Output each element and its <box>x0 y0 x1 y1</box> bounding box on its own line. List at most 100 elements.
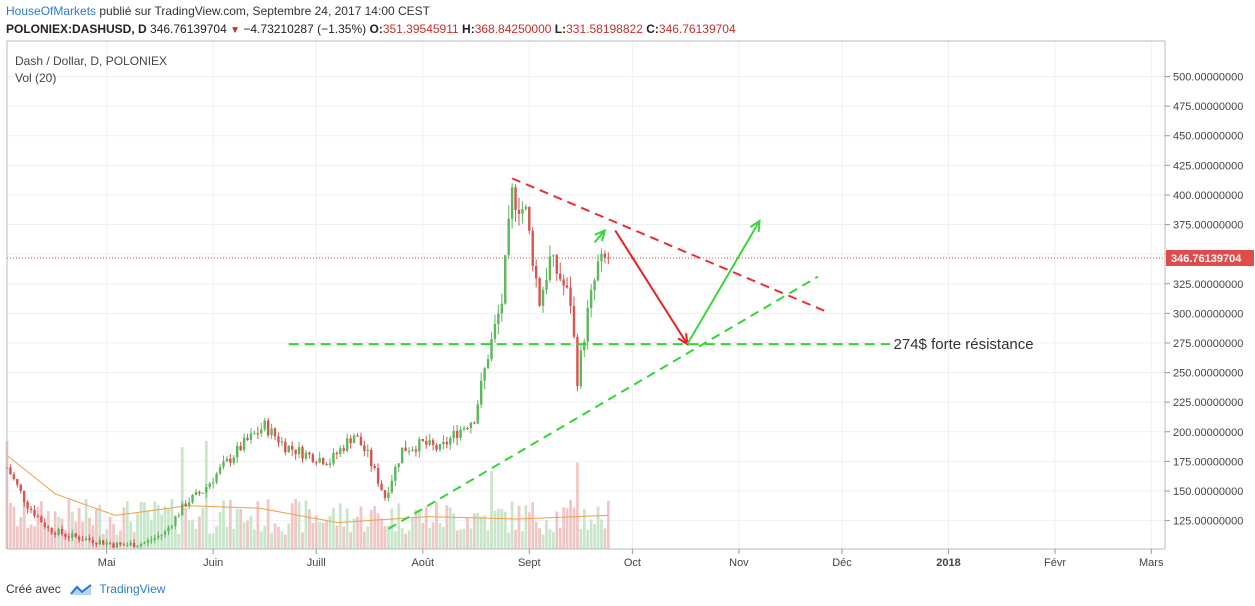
volume-bar <box>308 509 311 549</box>
candle-body <box>438 444 442 450</box>
candle-body <box>273 428 277 437</box>
candle-body <box>359 436 363 446</box>
candle-body <box>321 458 325 465</box>
x-tick-label: Nov <box>729 557 749 569</box>
y-tick-label: 275.00000000 <box>1173 338 1243 350</box>
volume-bar <box>356 516 359 549</box>
author-link[interactable]: HouseOfMarkets <box>6 4 97 18</box>
candle-body <box>572 306 576 337</box>
volume-bar <box>163 506 167 549</box>
low-value: 331.58198822 <box>566 22 643 36</box>
volume-bar <box>534 521 538 549</box>
candle-body <box>33 509 36 516</box>
candle-body <box>74 533 77 537</box>
volume-bar <box>424 506 428 549</box>
candle-body <box>466 427 469 429</box>
y-tick-label: 250.00000000 <box>1173 368 1243 380</box>
volume-bar <box>510 501 514 549</box>
candle-body <box>36 515 40 517</box>
volume-bar <box>345 508 349 549</box>
x-tick-label: Mai <box>98 557 116 569</box>
green-arrowhead <box>594 228 607 242</box>
candle-body <box>22 490 26 502</box>
candle-body <box>449 438 452 445</box>
candle-body <box>215 473 218 483</box>
volume-bar <box>235 509 239 549</box>
volume-bar <box>445 505 449 549</box>
candle-body <box>12 474 16 479</box>
volume-bar <box>397 503 401 549</box>
candle-body <box>150 539 153 541</box>
volume-bar <box>531 502 535 549</box>
volume-bar <box>232 528 236 549</box>
open-value: 351.39545911 <box>382 22 459 36</box>
y-tick-label: 225.00000000 <box>1173 397 1243 409</box>
y-tick-label: 175.00000000 <box>1173 456 1243 468</box>
volume-bar <box>149 519 153 549</box>
volume-bar <box>98 504 102 549</box>
volume-bar <box>246 520 249 549</box>
volume-bar <box>81 521 84 549</box>
candle-body <box>191 494 194 503</box>
high-label: H: <box>462 22 475 36</box>
y-tick-label: 325.00000000 <box>1173 279 1243 291</box>
volume-bar <box>390 508 394 549</box>
volume-bar <box>290 503 294 549</box>
volume-bar <box>569 499 572 549</box>
candle-body <box>479 380 483 405</box>
volume-bar <box>287 523 291 549</box>
volume-bar <box>222 500 225 549</box>
candle-body <box>500 303 504 314</box>
volume-bar <box>500 509 504 549</box>
volume-bar <box>122 507 126 549</box>
candle-body <box>548 256 552 280</box>
volume-bar <box>88 517 91 549</box>
volume-bar <box>411 516 414 549</box>
volume-bar <box>359 506 363 549</box>
volume-legend: Vol (20) <box>15 71 56 85</box>
x-tick-label: Févr <box>1044 557 1066 569</box>
green-arrow <box>593 229 606 243</box>
volume-bar <box>352 518 356 549</box>
volume-bar <box>33 526 36 549</box>
candle-body <box>576 336 579 387</box>
volume-ma-line <box>6 455 609 524</box>
candle-body <box>380 483 383 491</box>
volume-bar <box>483 515 487 549</box>
candle-body <box>242 437 246 451</box>
volume-bar <box>12 506 16 549</box>
volume-bar <box>435 501 438 549</box>
green-trendline <box>387 275 819 530</box>
candle-body <box>541 289 545 306</box>
volume-bar <box>558 527 562 549</box>
volume-bar <box>541 534 545 549</box>
candle-body <box>552 255 555 257</box>
x-tick-label: Août <box>411 557 434 569</box>
volume-bar <box>318 521 322 549</box>
volume-bar <box>373 506 377 549</box>
volume-bar <box>417 510 421 549</box>
y-tick-label: 475.00000000 <box>1173 101 1243 113</box>
x-tick-label: Juill <box>307 557 326 569</box>
candle-body <box>98 540 101 545</box>
tradingview-link[interactable]: TradingView <box>99 582 166 596</box>
candle-body <box>177 515 181 517</box>
volume-bar <box>545 520 548 549</box>
candle-body <box>105 542 108 545</box>
volume-bar <box>486 530 490 549</box>
candle-body <box>376 467 380 484</box>
candle-body <box>84 538 88 541</box>
volume-bar <box>280 531 284 549</box>
volume-bar <box>225 527 229 549</box>
volume-bar <box>249 515 253 549</box>
volume-bar <box>170 498 174 549</box>
grid-lines <box>7 41 1165 549</box>
candle-body <box>122 544 126 546</box>
volume-bar <box>407 530 411 549</box>
candle-body <box>315 462 318 464</box>
volume-bar <box>448 507 452 549</box>
volume-bar <box>328 516 332 549</box>
candles <box>5 183 610 549</box>
candle-body <box>115 542 119 548</box>
